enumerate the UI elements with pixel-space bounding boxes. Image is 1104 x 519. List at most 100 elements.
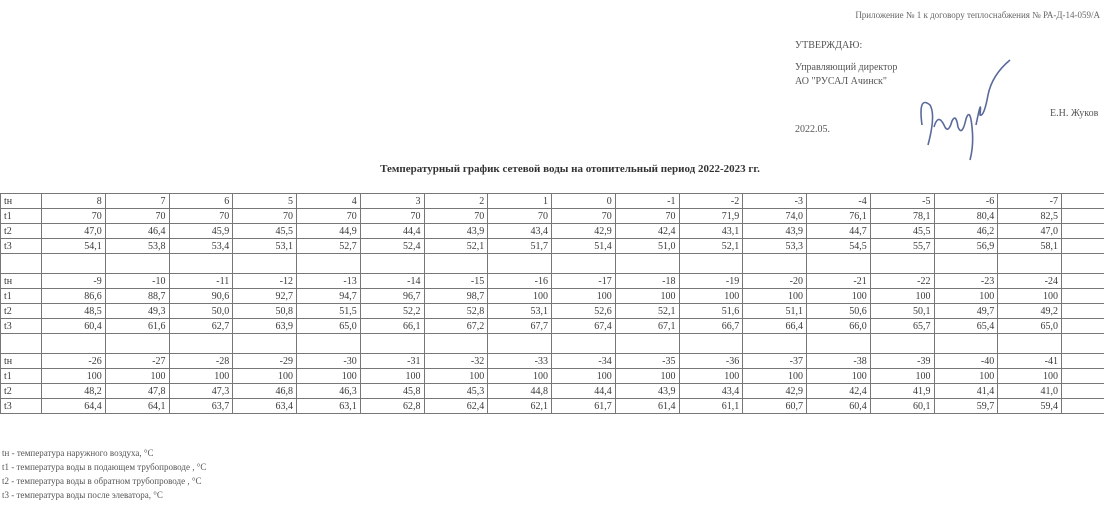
cell: 70 xyxy=(41,208,106,224)
cell: 54,1 xyxy=(41,238,106,254)
cell: 100 xyxy=(487,288,552,304)
cell: -22 xyxy=(869,273,935,289)
cell: 51,5 xyxy=(296,303,361,319)
cell: 64,4 xyxy=(41,398,106,414)
empty-cell xyxy=(678,253,744,274)
cell: 50,8 xyxy=(232,303,297,319)
cell: 51,0 xyxy=(614,238,680,254)
cell: -37 xyxy=(742,353,807,369)
cell: 46,2 xyxy=(933,223,999,239)
cell: 100 xyxy=(41,368,106,384)
cell: 60,4 xyxy=(41,318,106,334)
cell: 65,0 xyxy=(997,318,1062,334)
cell: -11 xyxy=(168,273,234,289)
cell: 100 xyxy=(869,368,935,384)
cell: 96,7 xyxy=(359,288,425,304)
cell: 50,0 xyxy=(168,303,234,319)
cell: 44,4 xyxy=(551,383,616,399)
title: Температурный график сетевой воды на ото… xyxy=(380,163,760,175)
cell: 53,1 xyxy=(487,303,552,319)
cell: -30 xyxy=(296,353,361,369)
row-label: t1 xyxy=(0,288,42,304)
cell: 70 xyxy=(551,208,616,224)
row-label: t2 xyxy=(0,303,42,319)
cell: 48,5 xyxy=(41,303,106,319)
table-row: tн -26 -27 -28 -29 -30 -31 -32 -33 -34 -35 -36 -37 -3… xyxy=(0,353,1104,369)
empty-cell xyxy=(614,333,680,354)
cell: 100 xyxy=(933,288,999,304)
cell: 41,4 xyxy=(933,383,999,399)
cell: 100 xyxy=(423,368,489,384)
cell: 53,1 xyxy=(232,238,297,254)
row-label: t2 xyxy=(0,383,42,399)
cell: 41,0 xyxy=(997,383,1062,399)
cell: 44,4 xyxy=(359,223,425,239)
cell: 8 xyxy=(41,193,106,209)
note-line: tн - температура наружного воздуха, °С xyxy=(2,448,154,458)
row-label: t3 xyxy=(0,318,42,334)
contract-note: Приложение № 1 к договору теплоснабжения… xyxy=(855,10,1100,20)
cell: 100 xyxy=(933,368,999,384)
schedule-table: tн876543210-1-2-3-4-5-6-7-8t170707070707… xyxy=(0,193,1104,414)
empty-cell xyxy=(806,253,871,274)
signatory: Е.Н. Жуков xyxy=(1050,108,1099,119)
cell: 42,9 xyxy=(742,383,807,399)
cell: 43,9 xyxy=(423,223,489,239)
cell: 3 xyxy=(359,193,425,209)
cell: 48,2 xyxy=(41,383,106,399)
cell: -13 xyxy=(296,273,361,289)
empty-cell xyxy=(423,333,489,354)
note-line: t1 - температура воды в подающем трубопр… xyxy=(2,462,207,472)
cell: 43,1 xyxy=(678,223,744,239)
empty-cell xyxy=(742,253,807,274)
cell: 6 xyxy=(168,193,234,209)
cell: 48,7 xyxy=(1061,303,1104,319)
cell: 100 xyxy=(168,368,234,384)
cell: 70 xyxy=(104,208,170,224)
cell: 59,4 xyxy=(997,398,1062,414)
cell: 90,6 xyxy=(168,288,234,304)
cell: 53,3 xyxy=(742,238,807,254)
note-line: t2 - температура воды в обратном трубопр… xyxy=(2,476,202,486)
empty-cell xyxy=(296,253,361,274)
cell: -33 xyxy=(487,353,552,369)
cell: 71,9 xyxy=(678,208,744,224)
cell: 66,0 xyxy=(806,318,871,334)
table-row: t3 64,4 64,1 63,7 63,4 63,1 62,8 62,4 62,1 61,7 61… xyxy=(0,398,1104,414)
cell: -3 xyxy=(742,193,807,209)
table-row: t2 48,5 49,3 50,0 50,8 51,5 52,2 52,8 53,1 52,6 52… xyxy=(0,303,1104,319)
cell: 65,4 xyxy=(933,318,999,334)
empty-cell xyxy=(1061,253,1104,274)
cell: 67,2 xyxy=(423,318,489,334)
cell: 52,2 xyxy=(359,303,425,319)
cell: 49,3 xyxy=(104,303,170,319)
cell: 52,7 xyxy=(296,238,361,254)
cell: 47,8 xyxy=(104,383,170,399)
cell: 74,0 xyxy=(742,208,807,224)
empty-cell xyxy=(104,253,170,274)
cell: 63,4 xyxy=(232,398,297,414)
cell: 98,7 xyxy=(423,288,489,304)
empty-cell xyxy=(1061,368,1104,384)
cell: 52,1 xyxy=(614,303,680,319)
cell: 51,6 xyxy=(678,303,744,319)
cell: 41,9 xyxy=(869,383,935,399)
empty-cell xyxy=(41,333,106,354)
cell: -27 xyxy=(104,353,170,369)
cell: -29 xyxy=(232,353,297,369)
row-label: t1 xyxy=(0,208,42,224)
empty-cell xyxy=(359,253,425,274)
cell: 46,8 xyxy=(232,383,297,399)
cell: -24 xyxy=(997,273,1062,289)
cell: -6 xyxy=(933,193,999,209)
empty-cell xyxy=(1061,383,1104,399)
cell: 88,7 xyxy=(104,288,170,304)
empty-cell xyxy=(742,333,807,354)
cell: 51,7 xyxy=(487,238,552,254)
empty-cell xyxy=(1061,398,1104,414)
cell: 63,9 xyxy=(232,318,297,334)
cell: -14 xyxy=(359,273,425,289)
empty-cell xyxy=(678,333,744,354)
cell: 46,4 xyxy=(104,223,170,239)
cell: -8 xyxy=(1061,193,1104,209)
